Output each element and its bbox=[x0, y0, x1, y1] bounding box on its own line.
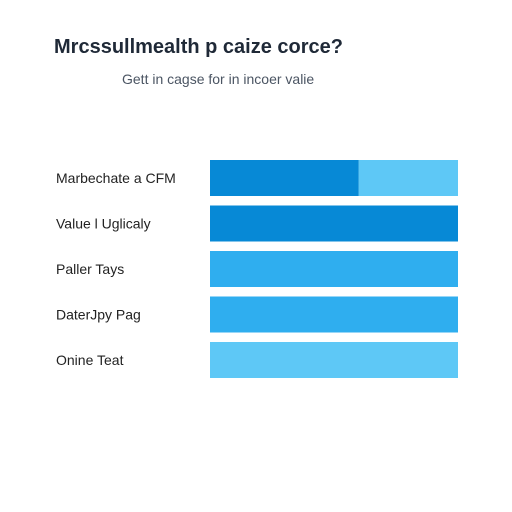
category-label: Onine Teat bbox=[56, 352, 124, 368]
category-labels: Marbechate a CFM Value l Uglicaly Paller T… bbox=[56, 170, 176, 368]
bar-segment bbox=[210, 296, 458, 333]
bars-layer bbox=[210, 160, 458, 378]
category-label: Marbechate a CFM bbox=[56, 170, 176, 186]
chart-title: Mrcssullmealth p caize corce? bbox=[54, 36, 344, 58]
bar-segment bbox=[210, 205, 458, 242]
bar-segment bbox=[358, 160, 458, 196]
chart-subtitle: Gett in cagse for in incoer valie bbox=[122, 71, 315, 87]
bar-segment bbox=[210, 251, 458, 287]
bar-segment bbox=[210, 342, 458, 378]
category-label: DaterJpy Pag bbox=[56, 307, 141, 323]
bar-segment bbox=[210, 160, 359, 196]
category-label: Paller Tays bbox=[56, 261, 124, 277]
category-label: Value l Uglicaly bbox=[56, 216, 151, 232]
